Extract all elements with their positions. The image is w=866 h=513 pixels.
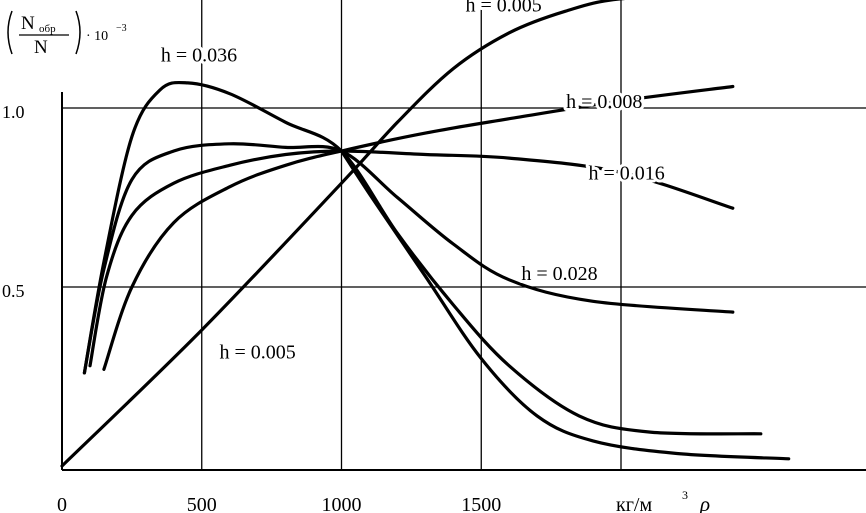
grid	[62, 0, 866, 470]
axes	[61, 92, 866, 471]
y-axis-label-formula: N обр N · 10 −3	[7, 10, 127, 58]
curve-annotation: h = 0.036	[161, 44, 237, 66]
y-tick-label: 1.0	[2, 102, 25, 122]
y-label-factor: · 10	[86, 29, 108, 44]
curve-annotation: h = 0.008	[566, 91, 642, 113]
y-axis-label: N обр N · 10 −3	[2, 8, 137, 65]
y-tick-label: 0.5	[2, 281, 25, 301]
series-line-h-0-046-5	[339, 149, 791, 461]
series-line-h-0-036-4	[82, 80, 763, 436]
x-unit-text: кг/м	[616, 494, 652, 513]
x-unit-superscript: 3	[682, 488, 688, 502]
series-curves	[60, 0, 791, 468]
x-tick-label: 1000	[322, 494, 362, 513]
left-paren	[7, 10, 13, 55]
x-tick-label: 500	[187, 494, 217, 513]
tick-labels: 0 500 1000 1500 0.5 1.0	[2, 102, 501, 513]
y-label-numerator: N	[21, 13, 35, 34]
curve-annotation: h = 0.016	[588, 163, 664, 185]
y-label-denominator: N	[34, 37, 48, 58]
series-line-h-0-005-0	[60, 0, 626, 468]
series-line-h-0-028-3	[82, 142, 735, 375]
curve-annotation: h = 0.028	[521, 263, 597, 285]
series-line-h-0-008-1	[102, 84, 735, 371]
right-paren	[75, 10, 81, 55]
x-axis-unit-label: кг/м 3 ρ	[616, 488, 710, 513]
x-tick-label: 0	[57, 494, 67, 513]
series-line-h-0-016-2	[88, 149, 735, 368]
x-tick-label: 1500	[461, 494, 501, 513]
y-label-exponent: −3	[116, 23, 127, 34]
x-axis-symbol: ρ	[699, 492, 710, 513]
curve-annotation: h = 0.005	[220, 342, 296, 364]
y-label-subscript: обр	[39, 23, 56, 35]
curve-annotation: h = 0.005	[465, 0, 541, 16]
